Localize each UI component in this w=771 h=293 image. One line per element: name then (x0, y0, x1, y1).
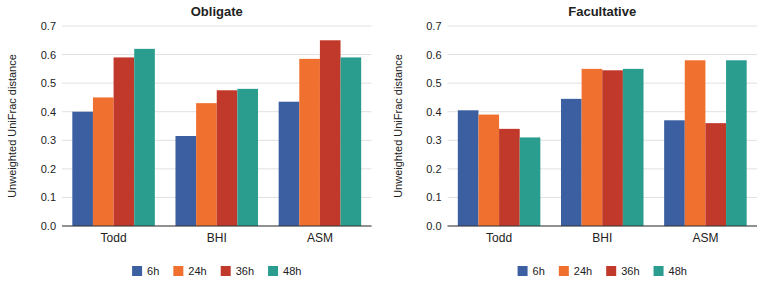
bar (664, 120, 685, 226)
bar (685, 60, 706, 226)
y-tick-label: 0.3 (426, 134, 441, 146)
bar (478, 115, 499, 226)
panel: Facultative Unweighted UniFrac distance 0.… (392, 4, 758, 277)
bar (561, 99, 582, 226)
x-tick-label: ASM (692, 231, 718, 245)
legend-swatch (132, 266, 142, 276)
legend-label: 48h (283, 265, 301, 277)
grid-line (62, 226, 372, 227)
bar (341, 57, 362, 226)
y-tick-label: 0.6 (426, 49, 441, 61)
legend-item: 48h (268, 265, 301, 277)
y-tick-label: 0.0 (41, 220, 56, 232)
y-tick-label: 0.4 (426, 106, 441, 118)
bar (499, 129, 520, 226)
bars (72, 40, 361, 226)
bar (520, 137, 541, 226)
bar (623, 69, 644, 226)
bar (93, 97, 114, 226)
y-tick-label: 0.2 (41, 163, 56, 175)
legend-item: 6h (132, 265, 159, 277)
title: Obligate (191, 4, 243, 19)
y-tick-label: 0.5 (41, 77, 56, 89)
bar (320, 40, 341, 226)
bar (458, 110, 479, 226)
legend-swatch (268, 266, 278, 276)
legend-swatch (518, 266, 528, 276)
legend: 6h 24h 36h 48h (518, 265, 687, 277)
bar (237, 89, 258, 226)
legend-item: 48h (654, 265, 687, 277)
legend-swatch (173, 266, 183, 276)
bar (134, 49, 155, 226)
legend-item: 24h (173, 265, 206, 277)
grid-line (448, 226, 758, 227)
bar (72, 112, 93, 226)
bar (114, 57, 135, 226)
legend-label: 6h (533, 265, 545, 277)
title: Facultative (568, 4, 636, 19)
legend: 6h 24h 36h 48h (132, 265, 301, 277)
figure: Obligate Unweighted UniFrac distance 0.0 0.… (0, 0, 771, 293)
legend-item: 24h (559, 265, 592, 277)
y-tick-label: 0.7 (426, 20, 441, 32)
bars (458, 60, 747, 226)
x-tick-label: ASM (307, 231, 333, 245)
panel: Obligate Unweighted UniFrac distance 0.0 0.… (6, 4, 372, 277)
bar (582, 69, 603, 226)
x-tick-label: BHI (207, 231, 227, 245)
y-tick-label: 0.5 (426, 77, 441, 89)
bar (726, 60, 747, 226)
y-tick-label: 0.1 (41, 191, 56, 203)
legend-item: 6h (518, 265, 545, 277)
x-axis-line (448, 226, 758, 227)
legend-item: 36h (221, 265, 254, 277)
bar (175, 136, 196, 226)
bar (299, 59, 320, 226)
legend-swatch (221, 266, 231, 276)
bar (279, 102, 300, 226)
grid-line (448, 54, 758, 55)
x-tick-label: Todd (486, 231, 512, 245)
x-tick-label: Todd (101, 231, 127, 245)
bar (217, 90, 238, 226)
legend-label: 6h (147, 265, 159, 277)
legend-label: 24h (574, 265, 592, 277)
legend-label: 24h (188, 265, 206, 277)
y-tick-label: 0.2 (426, 163, 441, 175)
legend-label: 48h (669, 265, 687, 277)
bar (196, 103, 217, 226)
legend-swatch (606, 266, 616, 276)
x-tick-label: BHI (592, 231, 612, 245)
grid-line (448, 26, 758, 27)
y-tick-label: 0.3 (41, 134, 56, 146)
bar (705, 123, 726, 226)
legend-label: 36h (236, 265, 254, 277)
legend-label: 36h (621, 265, 639, 277)
y-tick-label: 0.4 (41, 106, 56, 118)
x-axis-line (62, 226, 372, 227)
y-tick-label: 0.6 (41, 49, 56, 61)
bar (602, 70, 623, 226)
y-tick-label: 0.1 (426, 191, 441, 203)
legend-item: 36h (606, 265, 639, 277)
legend-swatch (559, 266, 569, 276)
legend-swatch (654, 266, 664, 276)
y-tick-label: 0.0 (426, 220, 441, 232)
y-axis-label: Unweighted UniFrac distance (392, 54, 404, 198)
y-axis-label: Unweighted UniFrac distance (6, 54, 18, 198)
grid-line (62, 26, 372, 27)
y-tick-label: 0.7 (41, 20, 56, 32)
